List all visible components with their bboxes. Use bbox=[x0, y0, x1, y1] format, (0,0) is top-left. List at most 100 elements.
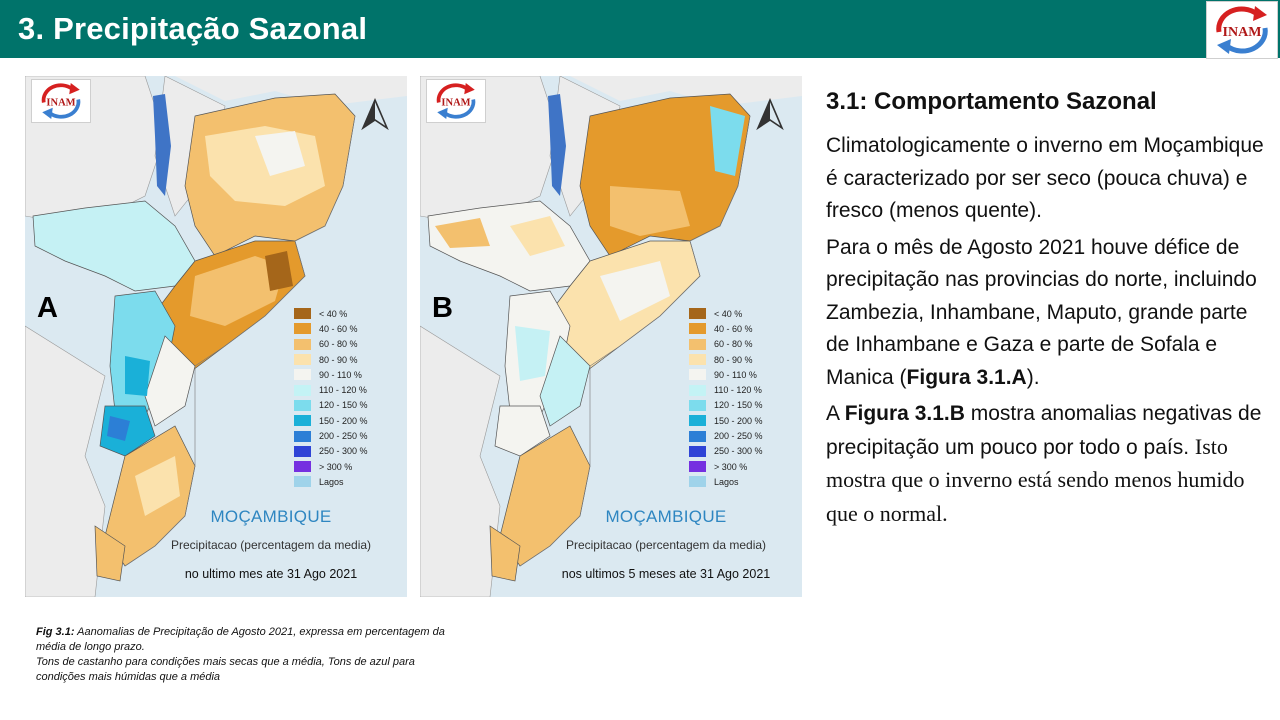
legend-item: 90 - 110 % bbox=[294, 367, 368, 382]
legend-swatch bbox=[294, 445, 311, 457]
legend-item: 110 - 120 % bbox=[294, 382, 368, 397]
legend-item: 40 - 60 % bbox=[294, 321, 368, 336]
paragraph: Climatologicamente o inverno em Moçambiq… bbox=[826, 134, 1264, 222]
legend-label: 250 - 300 % bbox=[714, 446, 763, 457]
paragraph-text: mostra anomalias negativas de precipitaç… bbox=[826, 402, 1262, 459]
paragraph: A Figura 3.1.B mostra anomalias negativa… bbox=[826, 398, 1266, 531]
legend-label: 90 - 110 % bbox=[319, 369, 362, 380]
legend-item: > 300 % bbox=[689, 459, 763, 474]
legend-label: 110 - 120 % bbox=[714, 385, 762, 396]
title-bar: 3. Precipitação Sazonal INAM bbox=[0, 0, 1280, 59]
legend-swatch bbox=[294, 354, 311, 366]
legend-label: 120 - 150 % bbox=[714, 400, 763, 411]
legend-item: Lagos bbox=[689, 474, 763, 489]
legend-label: 200 - 250 % bbox=[319, 431, 368, 442]
legend-swatch bbox=[294, 461, 311, 473]
legend-swatch bbox=[689, 430, 706, 442]
legend-swatch bbox=[294, 384, 311, 396]
svg-text:INAM: INAM bbox=[1223, 25, 1262, 40]
legend-label: 120 - 150 % bbox=[319, 400, 368, 411]
legend-item: 250 - 300 % bbox=[689, 444, 763, 459]
legend: < 40 % 40 - 60 % 60 - 80 % 80 - 90 % 90 - 11… bbox=[689, 306, 763, 490]
legend-label: 110 - 120 % bbox=[319, 385, 367, 396]
legend-label: 80 - 90 % bbox=[319, 354, 358, 365]
legend-item: 150 - 200 % bbox=[294, 413, 368, 428]
paragraph: Para o mês de Agosto 2021 houve défice d… bbox=[826, 232, 1266, 395]
legend: < 40 % 40 - 60 % 60 - 80 % 80 - 90 % 90 - 11… bbox=[294, 306, 368, 490]
legend-item: 200 - 250 % bbox=[294, 428, 368, 443]
legend-label: Lagos bbox=[319, 476, 344, 487]
legend-item: 60 - 80 % bbox=[294, 337, 368, 352]
inam-logo: INAM bbox=[426, 79, 486, 123]
legend-item: 40 - 60 % bbox=[689, 321, 763, 336]
legend-item: 80 - 90 % bbox=[689, 352, 763, 367]
figure-reference: Figura 3.1.A bbox=[906, 365, 1027, 389]
legend-label: > 300 % bbox=[714, 461, 748, 472]
legend-label: 40 - 60 % bbox=[319, 323, 358, 334]
page-title: 3. Precipitação Sazonal bbox=[18, 11, 368, 46]
legend-item: 120 - 150 % bbox=[294, 398, 368, 413]
legend-label: 250 - 300 % bbox=[319, 446, 368, 457]
paragraph-text: Para o mês de Agosto 2021 houve défice d… bbox=[826, 235, 1257, 389]
legend-item: 120 - 150 % bbox=[689, 398, 763, 413]
map-caption: Precipitacao (percentagem da media) bbox=[170, 538, 372, 552]
legend-label: 150 - 200 % bbox=[319, 415, 368, 426]
legend-item: < 40 % bbox=[689, 306, 763, 321]
legend-swatch bbox=[689, 445, 706, 457]
legend-swatch bbox=[294, 338, 311, 350]
legend-swatch bbox=[294, 430, 311, 442]
legend-label: 60 - 80 % bbox=[714, 339, 753, 350]
figure-ref: Fig 3.1: bbox=[36, 626, 75, 638]
legend-swatch bbox=[294, 369, 311, 381]
paragraph-text: Isto mostra que o inverno está sendo men… bbox=[826, 433, 1245, 526]
legend-swatch bbox=[294, 476, 311, 488]
legend-label: 80 - 90 % bbox=[714, 354, 753, 365]
legend-swatch bbox=[294, 415, 311, 427]
north-arrow-icon bbox=[361, 98, 389, 131]
legend-label: < 40 % bbox=[319, 308, 348, 319]
legend-item: > 300 % bbox=[294, 459, 368, 474]
legend-label: 150 - 200 % bbox=[714, 415, 763, 426]
inam-logo: INAM bbox=[31, 79, 91, 123]
caption-line: Tons de castanho para condições mais sec… bbox=[36, 656, 415, 683]
caption-line: Aanomalias de Precipitação de Agosto 202… bbox=[36, 626, 445, 653]
section-heading: 3.1: Comportamento Sazonal bbox=[826, 88, 1157, 115]
north-arrow-icon bbox=[756, 98, 784, 131]
rainfall-map-a: INAM A < 40 % 40 - 60 % 60 - 80 % 80 - 90 %… bbox=[25, 76, 407, 597]
legend-swatch bbox=[689, 369, 706, 381]
legend-swatch bbox=[294, 323, 311, 335]
legend-swatch bbox=[689, 308, 706, 320]
svg-text:INAM: INAM bbox=[46, 98, 75, 109]
legend-swatch bbox=[689, 415, 706, 427]
legend-item: 200 - 250 % bbox=[689, 428, 763, 443]
legend-swatch bbox=[689, 399, 706, 411]
legend-label: 200 - 250 % bbox=[714, 431, 763, 442]
paragraph-text: ). bbox=[1026, 365, 1040, 389]
map-period: nos ultimos 5 meses ate 31 Ago 2021 bbox=[561, 567, 771, 581]
section-body: Climatologicamente o inverno em Moçambiq… bbox=[826, 130, 1266, 535]
legend-item: 150 - 200 % bbox=[689, 413, 763, 428]
map-caption: Precipitacao (percentagem da media) bbox=[565, 538, 767, 552]
legend-swatch bbox=[689, 461, 706, 473]
legend-swatch bbox=[294, 399, 311, 411]
map-country-label: MOÇAMBIQUE bbox=[210, 507, 332, 526]
panel-label: A bbox=[37, 292, 58, 324]
map-country-label: MOÇAMBIQUE bbox=[605, 507, 727, 526]
legend-item: 90 - 110 % bbox=[689, 367, 763, 382]
legend-item: < 40 % bbox=[294, 306, 368, 321]
rainfall-map-b: INAM B < 40 % 40 - 60 % 60 - 80 % 80 - 90 %… bbox=[420, 76, 802, 597]
legend-item: Lagos bbox=[294, 474, 368, 489]
paragraph-text: A bbox=[826, 402, 845, 425]
legend-swatch bbox=[689, 476, 706, 488]
map-period: no ultimo mes ate 31 Ago 2021 bbox=[184, 567, 358, 581]
legend-label: Lagos bbox=[714, 476, 739, 487]
svg-text:INAM: INAM bbox=[441, 98, 470, 109]
legend-label: < 40 % bbox=[714, 308, 743, 319]
legend-item: 250 - 300 % bbox=[294, 444, 368, 459]
legend-label: > 300 % bbox=[319, 461, 353, 472]
legend-swatch bbox=[689, 384, 706, 396]
inam-logo: INAM bbox=[1206, 1, 1278, 59]
figure-reference: Figura 3.1.B bbox=[844, 402, 965, 425]
legend-label: 60 - 80 % bbox=[319, 339, 358, 350]
legend-swatch bbox=[689, 354, 706, 366]
